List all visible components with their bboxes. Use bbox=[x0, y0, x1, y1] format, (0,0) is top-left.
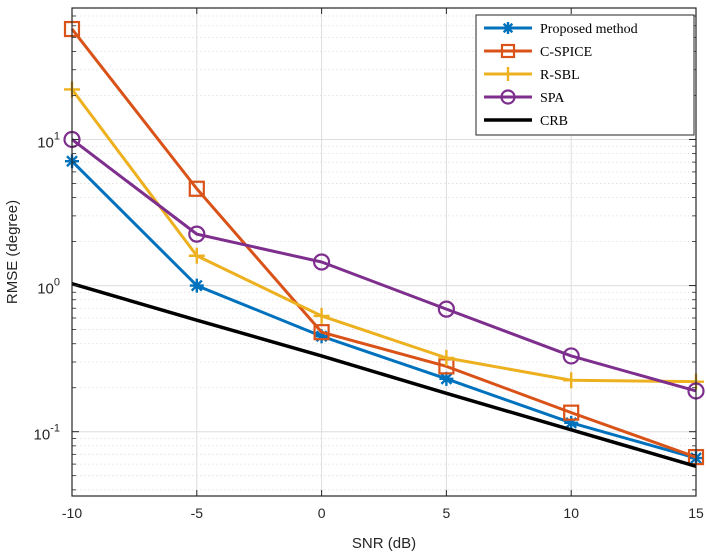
x-tick-label: 5 bbox=[443, 505, 451, 521]
x-tick-label: -5 bbox=[191, 505, 204, 521]
x-tick-label: 15 bbox=[688, 505, 704, 521]
legend-marker-spa bbox=[500, 89, 516, 105]
series-line-crb bbox=[71, 282, 697, 468]
legend-marker-c-spice bbox=[500, 43, 516, 59]
x-tick-label: 10 bbox=[563, 505, 579, 521]
data-point-r-sbl bbox=[438, 349, 455, 366]
series-line-c-spice bbox=[70, 28, 697, 459]
y-tick-label-exponent: 1 bbox=[54, 130, 60, 142]
series-line-proposed-method bbox=[70, 160, 697, 460]
x-tick-label: 0 bbox=[318, 505, 326, 521]
legend-label-c-spice: C-SPICE bbox=[540, 45, 592, 60]
data-point-spa bbox=[313, 253, 331, 271]
y-tick-label-base: 10 bbox=[34, 427, 51, 444]
data-point-proposed-method bbox=[189, 278, 204, 293]
y-tick-label-base: 10 bbox=[37, 134, 54, 151]
data-point-r-sbl bbox=[313, 307, 330, 324]
series-line-spa bbox=[71, 138, 697, 393]
y-tick-label: 10-1 bbox=[34, 423, 60, 444]
data-point-c-spice bbox=[188, 180, 205, 197]
x-tick-label: -10 bbox=[62, 505, 82, 521]
y-tick-label-base: 10 bbox=[37, 281, 54, 298]
x-axis-label: SNR (dB) bbox=[352, 535, 416, 552]
legend-marker-r-sbl bbox=[501, 67, 515, 81]
y-tick-label: 101 bbox=[37, 130, 60, 151]
series-lines bbox=[63, 20, 705, 468]
data-point-proposed-method bbox=[439, 371, 454, 386]
legend-marker-proposed-method bbox=[502, 22, 514, 34]
y-tick-label: 100 bbox=[37, 277, 60, 298]
data-point-r-sbl bbox=[188, 247, 205, 264]
legend-label-r-sbl: R-SBL bbox=[540, 68, 580, 83]
data-point-c-spice bbox=[313, 324, 330, 341]
data-point-spa bbox=[188, 225, 206, 243]
legend: Proposed method C-SPICE R-SBL SPA CRB bbox=[475, 14, 695, 136]
series-crb bbox=[71, 282, 697, 468]
data-point-proposed-method bbox=[314, 329, 329, 344]
y-tick-label-exponent: 0 bbox=[54, 277, 60, 289]
y-tick-label-exponent: -1 bbox=[50, 423, 60, 435]
plot-area-border bbox=[71, 7, 697, 497]
data-point-spa bbox=[437, 300, 455, 318]
series-line-r-sbl bbox=[70, 88, 697, 384]
data-point-proposed-method bbox=[564, 415, 579, 430]
series-spa bbox=[63, 130, 705, 400]
legend-label-proposed-method: Proposed method bbox=[540, 22, 638, 37]
legend-label-spa: SPA bbox=[540, 91, 565, 106]
data-point-c-spice bbox=[563, 404, 580, 421]
y-axis-label: RMSE (degree) bbox=[4, 200, 21, 304]
data-point-spa bbox=[562, 347, 580, 365]
data-point-r-sbl bbox=[563, 372, 580, 389]
legend-label-crb: CRB bbox=[540, 114, 568, 129]
